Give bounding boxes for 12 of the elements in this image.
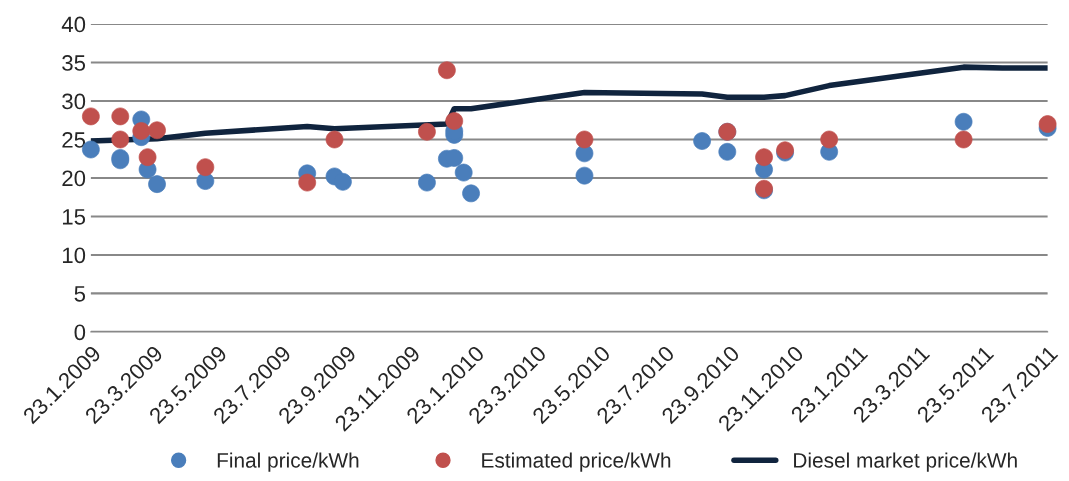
y-tick-label: 30 [62, 93, 86, 110]
y-tick-label: 10 [62, 247, 86, 264]
legend-label: Estimated price/kWh [482, 452, 671, 472]
y-tick-label: 40 [61, 16, 86, 33]
legend-label: Final price/kWh [217, 452, 359, 472]
y-tick-label: 0 [74, 324, 86, 341]
y-tick-label: 15 [62, 209, 86, 225]
y-tick-label: 5 [74, 286, 86, 302]
y-tick-label: 20 [62, 170, 86, 187]
y-tick-label: 35 [62, 55, 86, 71]
y-tick-label: 25 [62, 132, 86, 148]
legend-label: Diesel market price/kWh [794, 452, 1017, 472]
